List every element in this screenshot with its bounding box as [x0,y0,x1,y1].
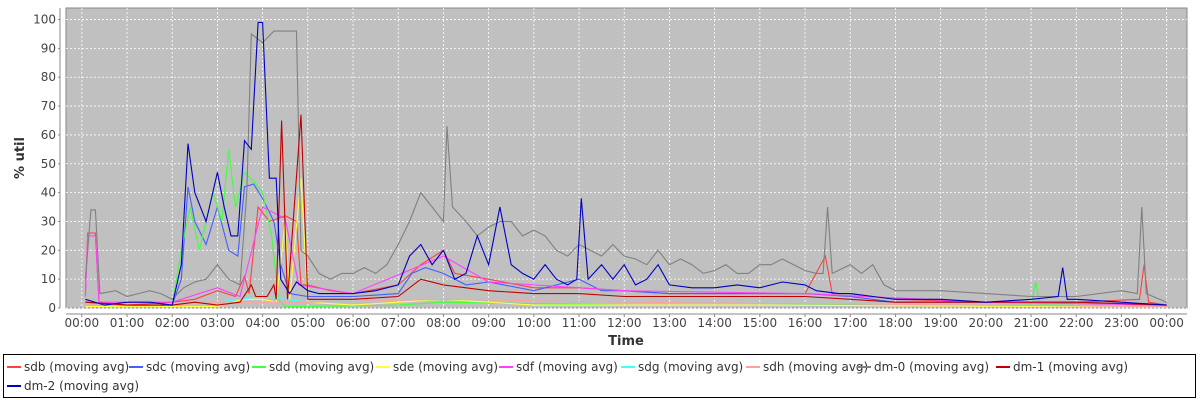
x-tick-label: 04:00 [245,316,280,330]
legend-label: dm-2 (moving avg) [24,379,140,393]
x-axis: 00:00 01:00 02:00 03:00 04:00 05:00 06:00 07:00… [65,313,1187,330]
legend-item: sdc (moving avg) [129,360,250,374]
series-line-sdc [85,183,1167,306]
legend-label: sdg (moving avg) [638,360,744,374]
x-tick-label: 15:00 [743,316,778,330]
legend-swatch [996,366,1010,368]
y-tick-label: 60 [41,128,56,142]
series-line-sde [85,178,1167,308]
x-tick-label: 08:00 [426,316,461,330]
x-tick-label: 14:00 [697,316,732,330]
y-axis-title: % util [13,137,28,179]
legend-swatch [7,366,21,368]
legend-swatch [746,366,760,368]
legend-swatch [252,366,266,368]
y-tick-label: 20 [41,243,56,257]
x-tick-label: 11:00 [562,316,597,330]
gridlines [66,8,1187,309]
x-tick-label: 17:00 [833,316,868,330]
y-tick-label: 90 [41,41,56,55]
y-tick-label: 0 [48,301,56,315]
y-tick-label: 10 [41,272,56,286]
x-tick-label: 02:00 [155,316,190,330]
legend-swatch [376,366,390,368]
legend-swatch [499,366,513,368]
y-tick-label: 40 [41,186,56,200]
x-tick-label: 05:00 [291,316,326,330]
series-lines [84,21,1167,308]
x-tick-label: 21:00 [1014,316,1049,330]
x-tick-label: 23:00 [1104,316,1139,330]
series-line-dm-2 [85,21,1167,306]
y-tick-label: 50 [41,157,56,171]
legend-label: dm-0 (moving avg) [874,360,990,374]
legend-label: dm-1 (moving avg) [1013,360,1129,374]
y-axis: 0 10 20 30 40 50 60 70 80 90 100 [33,8,61,315]
legend-label: sdf (moving avg) [516,360,618,374]
x-tick-label: 06:00 [336,316,371,330]
legend-item: sdh (moving avg) [746,360,868,374]
x-tick-label: 00:00 [65,316,100,330]
legend-swatch [621,366,635,368]
y-tick-label: 100 [33,13,56,27]
plot-area [65,7,1188,309]
y-tick-label: 70 [41,99,56,113]
legend-label: sdd (moving avg) [269,360,375,374]
x-tick-label: 13:00 [652,316,687,330]
x-tick-label: 10:00 [517,316,552,330]
x-tick-label: 16:00 [788,316,823,330]
x-tick-label: 01:00 [110,316,145,330]
legend-swatch [7,385,21,387]
legend-swatch [857,366,871,368]
x-tick-label: 03:00 [200,316,235,330]
legend-label: sdc (moving avg) [146,360,251,374]
x-tick-label: 18:00 [878,316,913,330]
legend-label: sdb (moving avg) [24,360,130,374]
legend-item: sdd (moving avg) [252,360,374,374]
x-tick-label: 20:00 [969,316,1004,330]
x-tick-label: 19:00 [923,316,958,330]
legend-item: sdg (moving avg) [621,360,743,374]
y-tick-label: 80 [41,70,56,84]
legend-item: dm-0 (moving avg) [857,360,989,374]
legend-item: sdb (moving avg) [7,360,129,374]
legend-item: sde (moving avg) [376,360,498,374]
series-line-dm-1 [85,114,1167,306]
x-tick-label: 00:00 [1149,316,1184,330]
legend-swatch [129,366,143,368]
x-tick-label: 12:00 [607,316,642,330]
y-tick-label: 30 [41,214,56,228]
legend: sdb (moving avg) sdc (moving avg) sdd (mov… [3,354,1196,398]
chart: 0 10 20 30 40 50 60 70 80 90 100 00:00 01:00 02:00 03… [13,7,1188,349]
x-tick-label: 07:00 [381,316,416,330]
legend-label: sde (moving avg) [393,360,499,374]
x-tick-label: 09:00 [471,316,506,330]
legend-item: dm-2 (moving avg) [7,379,139,393]
x-axis-title: Time [608,334,644,349]
legend-item: sdf (moving avg) [499,360,618,374]
x-tick-label: 22:00 [1059,316,1094,330]
legend-label: sdh (moving avg) [763,360,869,374]
legend-item: dm-1 (moving avg) [996,360,1128,374]
series-line-dm-0 [84,30,1167,303]
